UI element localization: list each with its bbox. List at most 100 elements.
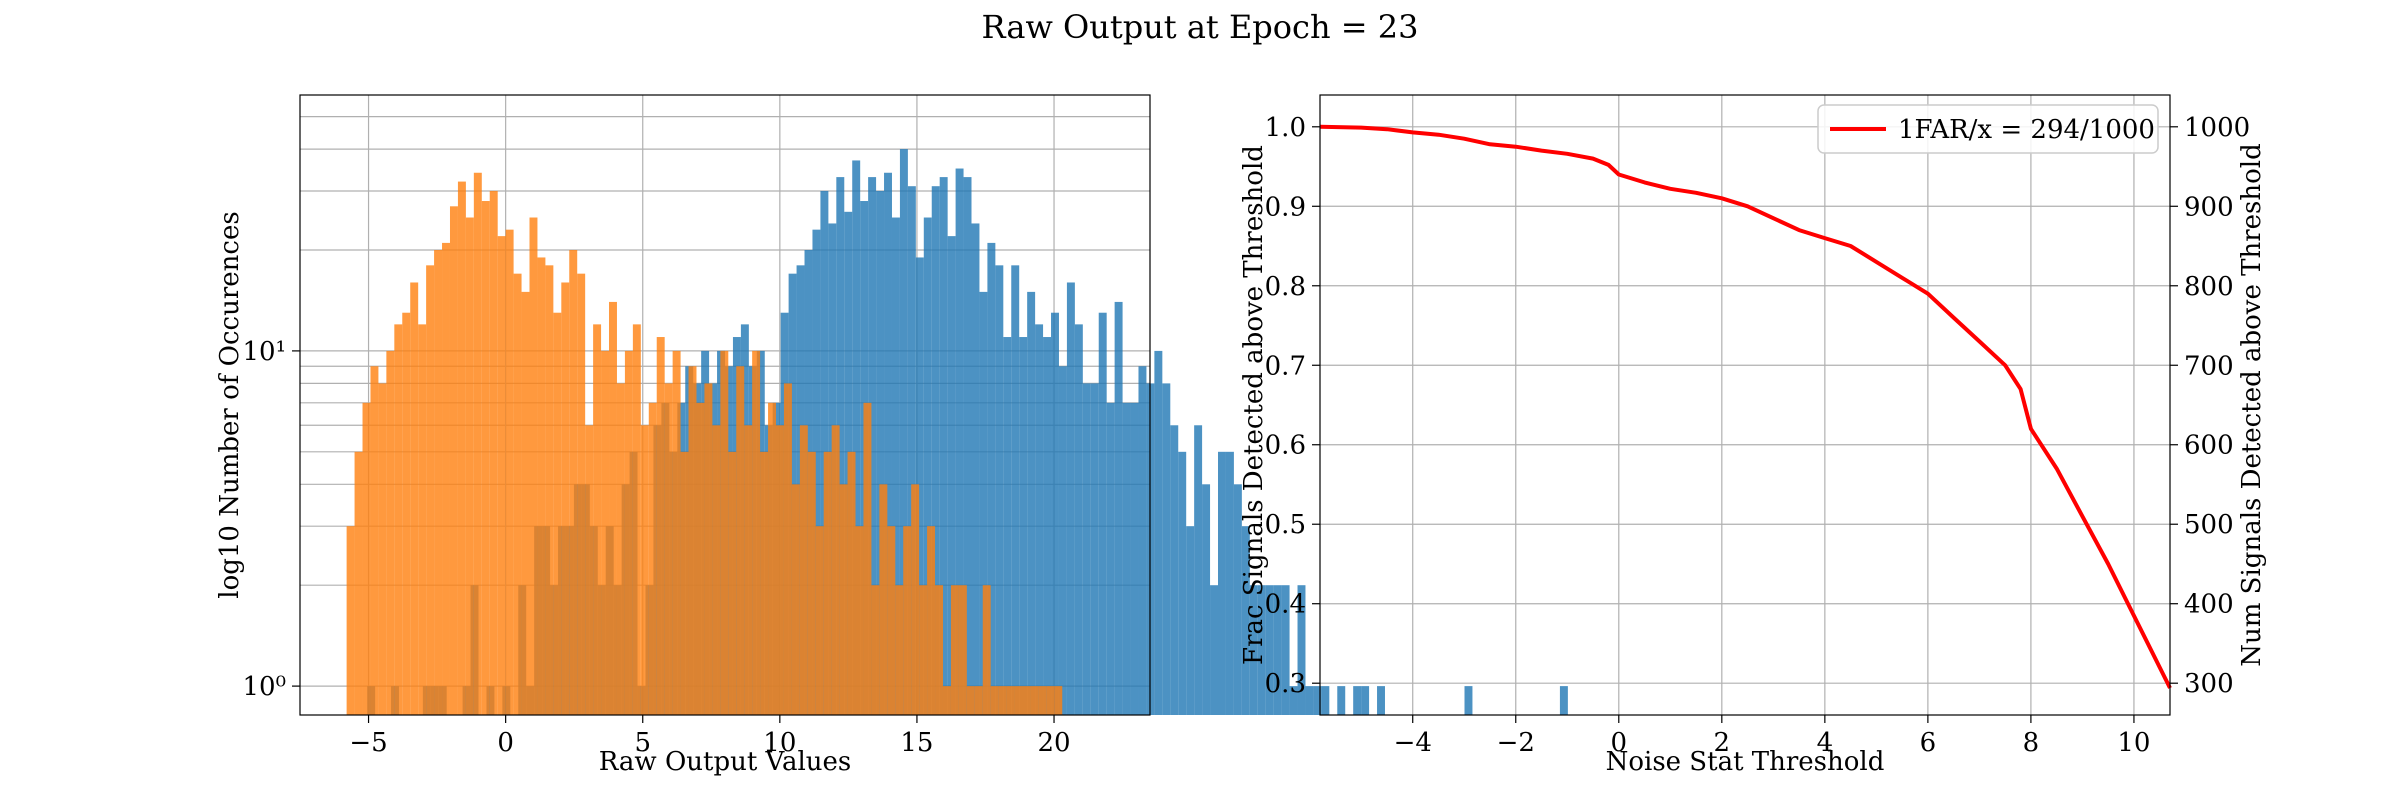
histogram-bar	[537, 257, 546, 715]
curve-x-tick-label: 8	[2023, 728, 2040, 758]
curve-x-tick-label: 2	[1714, 728, 1731, 758]
histogram-bar	[963, 177, 972, 715]
histogram-bar	[370, 366, 379, 715]
histogram-bar	[1066, 282, 1075, 715]
histogram-bar	[585, 425, 594, 715]
curve-right-y-label: Num Signals Detected above Threshold	[2237, 143, 2267, 666]
curve-grid	[1320, 95, 2170, 715]
curve-lines	[1319, 124, 2172, 689]
histogram-bar	[1038, 686, 1047, 715]
histogram-bar	[1361, 686, 1370, 715]
curve-x-tick-label: 10	[2117, 728, 2150, 758]
histogram-bar	[1003, 337, 1012, 715]
histogram-bar	[696, 402, 705, 715]
detection-curve-line	[1319, 124, 2172, 689]
histogram-bar	[561, 282, 570, 715]
histogram-bar	[362, 402, 371, 715]
histogram-bar	[1019, 337, 1028, 715]
histogram-bar	[876, 190, 885, 716]
histogram-bar	[1353, 686, 1362, 715]
histogram-bar	[911, 484, 920, 715]
histogram-bar	[831, 425, 840, 715]
histogram-bar	[728, 451, 737, 715]
figure-title: Raw Output at Epoch = 23	[982, 8, 1419, 46]
histogram-bar	[497, 236, 506, 715]
histogram-bar	[1106, 402, 1115, 715]
curve-x-tick-label: 6	[1920, 728, 1937, 758]
histogram-bar	[601, 350, 610, 715]
curve-x-ticks: −4 −2 0 2 4 6 8 10	[1394, 715, 2150, 758]
curve-y-tick-label: 0.9	[1265, 192, 1306, 222]
histogram-bar	[1114, 301, 1123, 715]
histogram-bar	[752, 350, 761, 715]
histogram-bar	[836, 177, 845, 715]
histogram-bar	[616, 383, 625, 715]
histogram-bar	[927, 526, 936, 715]
histogram-bar	[505, 229, 514, 715]
histogram-bar	[935, 585, 943, 715]
histogram-bar	[465, 217, 474, 715]
curve-right-y-tick-label: 900	[2184, 192, 2234, 222]
histogram-bar	[966, 686, 975, 715]
hist-x-tick-label: 0	[497, 728, 514, 758]
histogram-bar	[855, 526, 864, 715]
histogram-x-ticks: −5 0 5 10 15 20	[349, 715, 1071, 758]
curve-right-y-tick-label: 1000	[2184, 113, 2250, 143]
histogram-bar	[871, 585, 880, 715]
curve-x-label: Noise Stat Threshold	[1606, 747, 1885, 777]
histogram-bar	[1218, 451, 1226, 715]
histogram-bar	[987, 242, 996, 715]
histogram-bar	[1138, 366, 1147, 715]
histogram-bar	[931, 186, 940, 715]
histogram-bar	[879, 484, 888, 715]
curve-y-tick-label: 0.8	[1265, 272, 1306, 302]
histogram-bar	[884, 172, 892, 716]
histogram-bar	[1090, 383, 1099, 715]
histogram-bar	[1027, 291, 1036, 715]
histogram-bar	[1154, 350, 1163, 715]
histogram-bar	[378, 383, 387, 715]
histogram-bar	[1289, 686, 1298, 715]
histogram-bar	[656, 337, 665, 715]
histogram-bar	[1210, 585, 1218, 715]
histogram-bar	[1074, 324, 1083, 715]
curve-x-tick-label: 0	[1611, 728, 1628, 758]
histogram-bar	[903, 526, 912, 715]
histogram-bar	[521, 291, 530, 715]
histogram-bar	[1170, 425, 1179, 715]
histogram-bar	[823, 451, 832, 715]
detection-curve-panel: −4 −2 0 2 4 6 8 10 0.3 0.4 0.5 0.6 0.7 0.8 0.9 1.0 300…	[1239, 94, 2267, 777]
histogram-bar	[513, 273, 522, 715]
histogram-bar	[553, 312, 562, 715]
histogram-bar	[1297, 585, 1306, 715]
histogram-bar	[569, 249, 578, 715]
histogram-bar	[624, 350, 633, 715]
histogram-bar	[1305, 686, 1314, 715]
histogram-bar	[593, 324, 602, 715]
histogram-bar	[473, 172, 482, 716]
histogram-bar	[1035, 324, 1044, 715]
histogram-bar	[529, 217, 538, 715]
histogram-bar	[990, 686, 999, 715]
histogram-bar	[887, 526, 896, 715]
curve-right-y-tick-label: 400	[2184, 590, 2234, 620]
histogram-bar	[1377, 686, 1385, 715]
curve-y-tick-label: 0.6	[1265, 431, 1306, 461]
curve-y-tick-label: 0.3	[1265, 669, 1306, 699]
histogram-bar	[768, 402, 776, 715]
histogram-bar	[1043, 337, 1052, 715]
histogram-bar	[688, 366, 697, 715]
histogram-bar	[1225, 451, 1234, 715]
histogram-bar	[955, 168, 964, 715]
histogram-bar	[1202, 484, 1211, 715]
histogram-y-ticks: 10⁰ 10¹	[242, 337, 300, 702]
histogram-bar	[720, 350, 729, 715]
hist-y-tick-label: 10⁰	[242, 672, 286, 702]
histogram-bar	[672, 350, 681, 715]
curve-right-y-tick-label: 600	[2184, 431, 2234, 461]
histogram-y-label: log10 Number of Occurences	[215, 211, 245, 598]
histogram-bar	[1058, 366, 1067, 715]
histogram-panel: −5 0 5 10 15 20 10⁰ 10¹ Raw Output Values log1…	[215, 94, 1568, 777]
hist-x-tick-label: 10	[763, 728, 796, 758]
